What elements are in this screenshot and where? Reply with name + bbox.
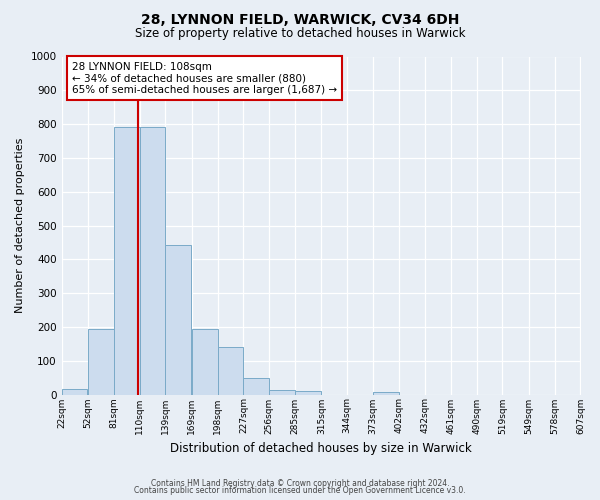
Bar xyxy=(114,128,140,394)
Bar xyxy=(244,378,269,394)
Bar xyxy=(295,391,320,394)
Text: Contains public sector information licensed under the Open Government Licence v3: Contains public sector information licen… xyxy=(134,486,466,495)
Text: 28, LYNNON FIELD, WARWICK, CV34 6DH: 28, LYNNON FIELD, WARWICK, CV34 6DH xyxy=(141,12,459,26)
Bar xyxy=(373,392,398,394)
Text: Contains HM Land Registry data © Crown copyright and database right 2024.: Contains HM Land Registry data © Crown c… xyxy=(151,478,449,488)
Text: 28 LYNNON FIELD: 108sqm
← 34% of detached houses are smaller (880)
65% of semi-d: 28 LYNNON FIELD: 108sqm ← 34% of detache… xyxy=(72,62,337,95)
Bar xyxy=(192,330,218,394)
Y-axis label: Number of detached properties: Number of detached properties xyxy=(15,138,25,313)
Text: Size of property relative to detached houses in Warwick: Size of property relative to detached ho… xyxy=(135,28,465,40)
Bar xyxy=(88,330,114,394)
X-axis label: Distribution of detached houses by size in Warwick: Distribution of detached houses by size … xyxy=(170,442,472,455)
Bar xyxy=(269,390,295,394)
Bar xyxy=(166,245,191,394)
Bar xyxy=(140,128,166,394)
Bar xyxy=(62,390,87,394)
Bar xyxy=(218,347,244,395)
